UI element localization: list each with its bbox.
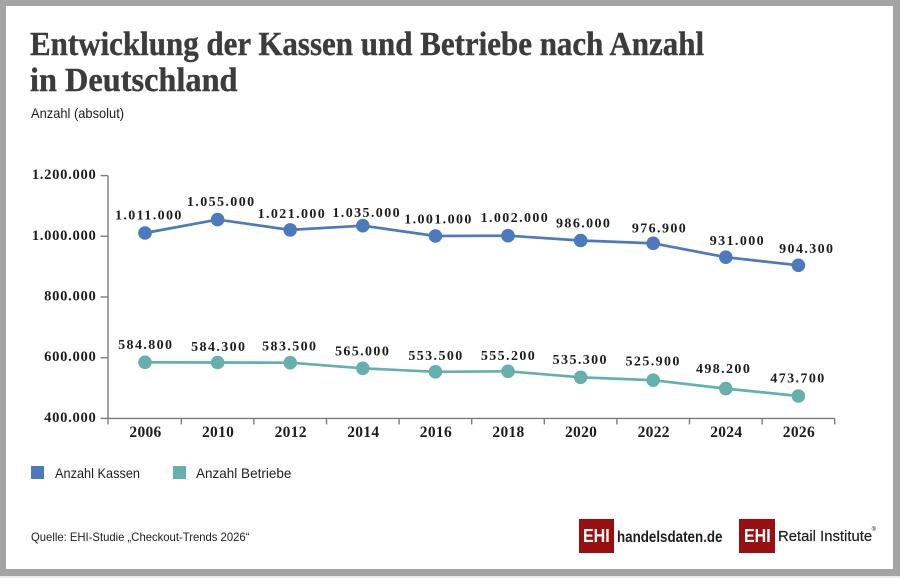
svg-text:2012: 2012 [275,424,307,441]
svg-text:555.200: 555.200 [481,349,536,364]
svg-text:2010: 2010 [202,424,234,441]
svg-text:1.011.000: 1.011.000 [115,209,183,224]
svg-text:553.500: 553.500 [408,349,463,364]
svg-text:1.035.000: 1.035.000 [332,206,401,221]
svg-text:583.500: 583.500 [262,339,317,354]
svg-text:1.055.000: 1.055.000 [187,195,256,210]
svg-text:2026: 2026 [783,424,815,441]
svg-text:2016: 2016 [420,424,452,441]
svg-text:1.200.000: 1.200.000 [32,167,97,183]
svg-text:565.000: 565.000 [335,345,390,360]
svg-text:1.002.000: 1.002.000 [481,211,550,226]
svg-text:904.300: 904.300 [779,242,834,257]
svg-text:931.000: 931.000 [710,234,765,249]
svg-text:2020: 2020 [565,424,597,441]
svg-text:535.300: 535.300 [553,353,608,368]
svg-text:2014: 2014 [347,424,379,441]
svg-text:400.000: 400.000 [44,410,96,426]
svg-text:1.000.000: 1.000.000 [32,228,97,244]
svg-text:473.700: 473.700 [770,372,825,387]
svg-text:2022: 2022 [638,424,670,441]
svg-text:584.300: 584.300 [191,340,246,355]
svg-text:976.900: 976.900 [632,222,687,237]
svg-text:584.800: 584.800 [118,338,173,353]
svg-text:1.021.000: 1.021.000 [258,207,327,222]
svg-text:2018: 2018 [492,424,524,441]
svg-text:2006: 2006 [129,424,161,441]
svg-text:525.900: 525.900 [626,355,681,370]
svg-text:986.000: 986.000 [556,217,611,232]
svg-text:600.000: 600.000 [44,349,96,365]
svg-text:800.000: 800.000 [44,289,96,305]
svg-text:498.200: 498.200 [696,362,751,377]
svg-text:1.001.000: 1.001.000 [404,212,473,227]
svg-text:2024: 2024 [710,424,742,441]
